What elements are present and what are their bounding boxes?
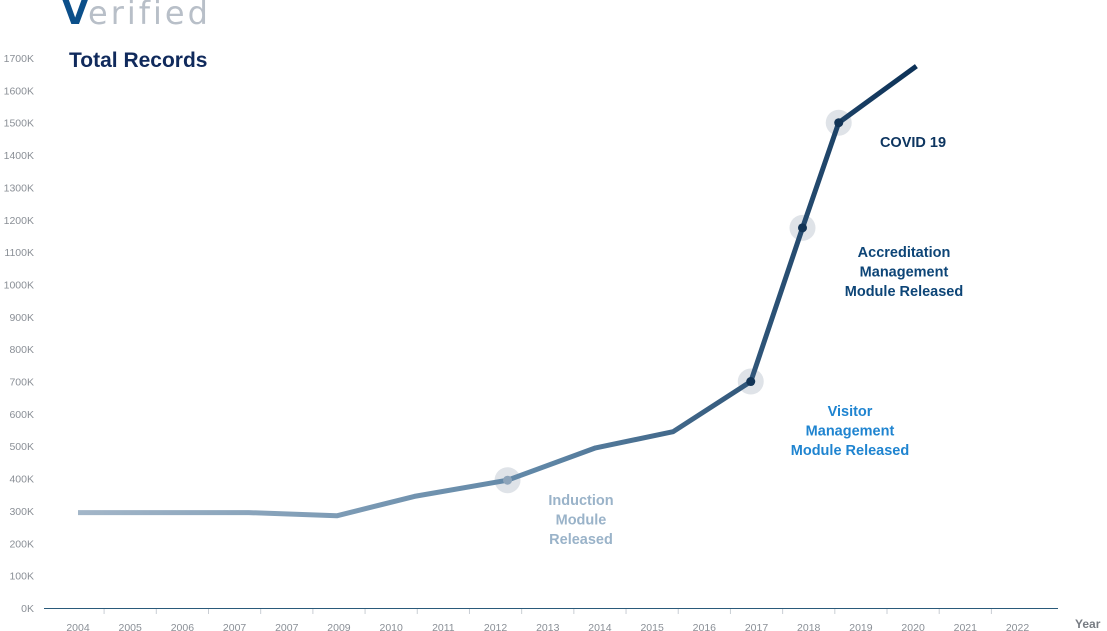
- y-tick-label: 700K: [9, 377, 34, 389]
- x-tick-label: 2021: [954, 622, 978, 631]
- milestone-label: Visitor Management Module Released: [791, 404, 909, 459]
- milestone-halos: [494, 109, 852, 494]
- y-tick-label: 200K: [9, 538, 34, 550]
- x-axis: 2004 2005 2006 2007 2007 2009 2010 2011 2012 2013…: [44, 608, 1058, 631]
- y-tick-label: 1100K: [4, 247, 34, 259]
- milestone-marker: [503, 475, 513, 485]
- y-tick-label: 1400K: [4, 150, 34, 162]
- logo-wordmark: erified: [88, 0, 211, 32]
- x-tick-label: 2007: [275, 622, 299, 631]
- milestone-label: Induction Module Released: [548, 493, 613, 548]
- logo-mark: V: [62, 0, 89, 33]
- milestone-label: Accreditation Management Module Released: [845, 245, 963, 300]
- x-tick-label: 2013: [536, 622, 560, 631]
- x-tick-label: 2006: [171, 622, 195, 631]
- x-tick-label: 2017: [745, 622, 769, 631]
- x-tick-label: 2020: [901, 622, 925, 631]
- x-tick-label: 2010: [379, 622, 403, 631]
- x-tick-label: 2018: [797, 622, 821, 631]
- x-tick-label: 2012: [484, 622, 508, 631]
- milestone-label: COVID 19: [880, 135, 946, 151]
- y-tick-label: 600K: [9, 409, 34, 421]
- milestone-annotations: Induction Module Released Visitor Management…: [548, 135, 963, 548]
- y-tick-label: 1200K: [4, 215, 34, 227]
- logo: V erified: [62, 0, 211, 33]
- x-tick-label: 2016: [693, 622, 717, 631]
- y-tick-label: 100K: [9, 571, 34, 583]
- milestone-marker: [798, 223, 807, 233]
- y-tick-label: 900K: [9, 312, 34, 324]
- y-tick-label: 1500K: [4, 118, 34, 130]
- x-tick-label: 2005: [119, 622, 143, 631]
- y-tick-label: 500K: [9, 441, 34, 453]
- chart-title: Total Records: [69, 49, 207, 72]
- y-tick-label: 300K: [9, 506, 34, 518]
- y-tick-label: 1600K: [4, 85, 34, 97]
- x-tick-label: 2004: [66, 622, 90, 631]
- x-tick-label: 2009: [327, 622, 351, 631]
- x-tick-label: 2014: [588, 622, 612, 631]
- y-axis-labels: 0K 100K 200K 300K 400K 500K 600K 700K 800K 900K 10…: [4, 53, 34, 615]
- milestone-marker: [746, 377, 756, 387]
- milestone-markers: [503, 118, 844, 485]
- x-tick-label: 2022: [1006, 622, 1030, 631]
- x-tick-label: 2019: [849, 622, 873, 631]
- x-tick-label: 2015: [640, 622, 664, 631]
- series-line-total-records: [78, 64, 918, 519]
- y-tick-label: 1300K: [4, 182, 34, 194]
- y-tick-label: 1700K: [4, 53, 34, 65]
- milestone-marker: [834, 118, 844, 128]
- x-axis-label: Year: [1075, 617, 1101, 631]
- y-tick-label: 1000K: [4, 279, 34, 291]
- x-tick-label: 2011: [432, 622, 455, 631]
- y-tick-label: 400K: [9, 474, 34, 486]
- y-tick-label: 0K: [21, 603, 34, 615]
- x-tick-label: 2007: [223, 622, 247, 631]
- y-tick-label: 800K: [9, 344, 34, 356]
